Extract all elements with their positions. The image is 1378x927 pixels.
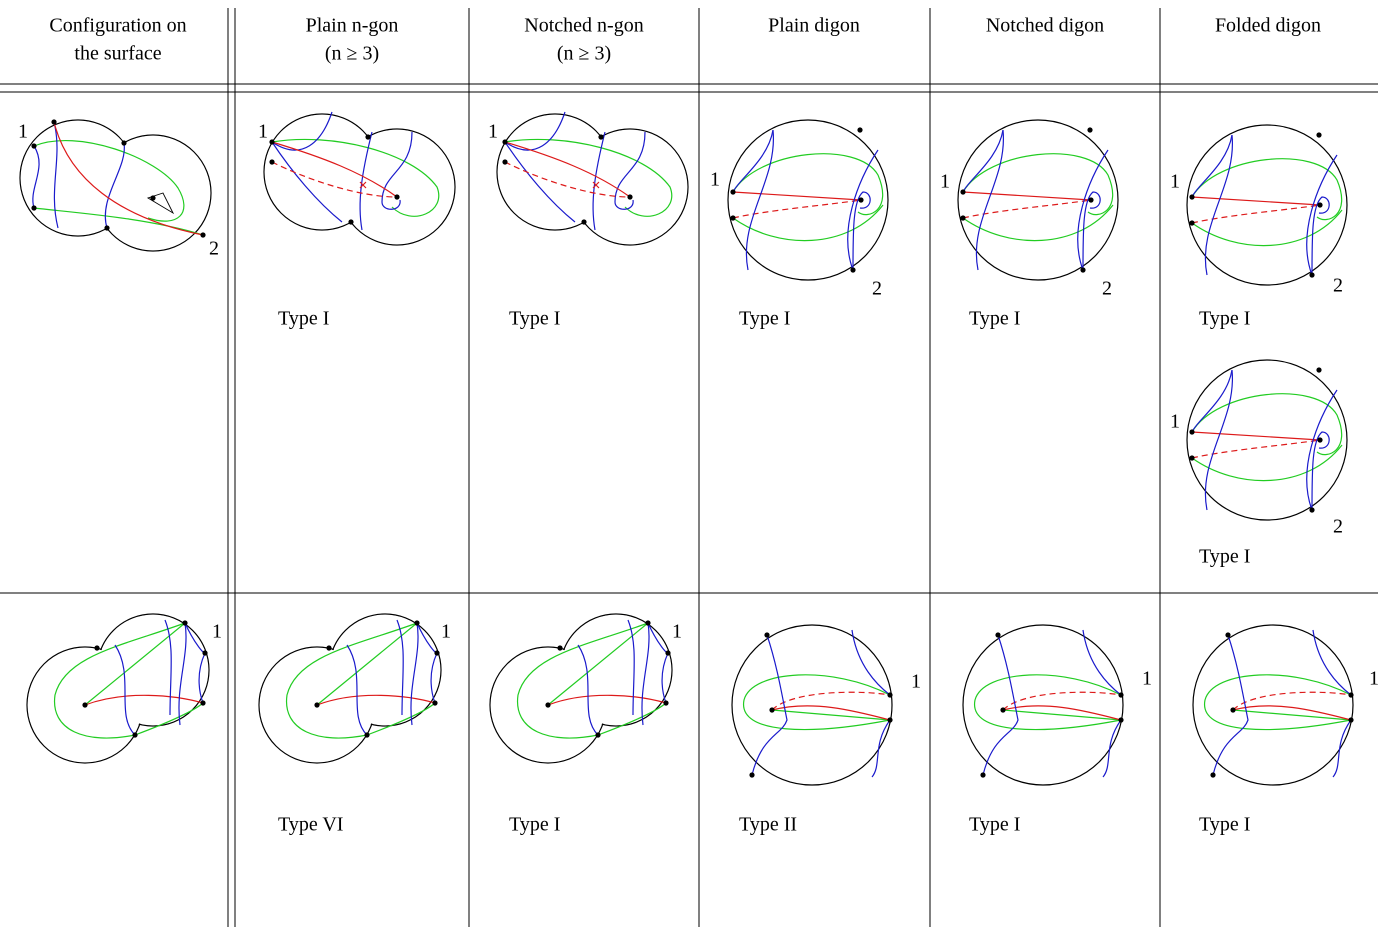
type-label: Type I xyxy=(278,308,329,330)
marker: 1 xyxy=(441,621,451,643)
header: Notched digon xyxy=(986,15,1104,37)
marker: 1 xyxy=(1369,668,1378,690)
marker: 1 xyxy=(488,121,498,143)
digon-diagram xyxy=(1186,124,1348,286)
type-label: Type I xyxy=(969,308,1020,330)
digon-diagram xyxy=(1186,359,1348,521)
type-label: Type I xyxy=(969,814,1020,836)
marker: 1 xyxy=(1142,668,1152,690)
marker: 1 xyxy=(911,671,921,693)
type-label: Type I xyxy=(1199,814,1250,836)
marker: 1 xyxy=(940,171,950,193)
header: (n ≥ 3) xyxy=(557,43,611,65)
surface-diagram xyxy=(489,613,673,764)
type-label: Type I xyxy=(509,308,560,330)
marker: 1 xyxy=(18,121,28,143)
type-label: Type VI xyxy=(278,814,343,836)
header: Plain n-gon xyxy=(306,15,399,37)
surface-diagram xyxy=(258,613,442,764)
header: Plain digon xyxy=(768,15,860,37)
digon-diagram xyxy=(731,624,894,786)
surface-diagram xyxy=(496,111,689,246)
marker: 1 xyxy=(672,621,682,643)
header: Notched n-gon xyxy=(524,15,643,37)
surface-diagram xyxy=(19,118,212,252)
header: the surface xyxy=(74,43,161,65)
digon-diagram xyxy=(1192,624,1355,786)
marker: 1 xyxy=(212,621,222,643)
type-label: Type I xyxy=(739,308,790,330)
digon-diagram xyxy=(957,119,1119,281)
type-label: Type I xyxy=(1199,308,1250,330)
marker: 1 xyxy=(258,121,268,143)
marker: 2 xyxy=(1333,275,1343,297)
marker: 1 xyxy=(1170,171,1180,193)
marker: 2 xyxy=(1333,516,1343,538)
marker: 2 xyxy=(872,278,882,300)
marker: 1 xyxy=(710,169,720,191)
marker: 2 xyxy=(1102,278,1112,300)
marker: 1 xyxy=(1170,411,1180,433)
type-label: Type I xyxy=(509,814,560,836)
surface-diagram xyxy=(263,111,456,246)
digon-diagram xyxy=(962,624,1125,786)
header: (n ≥ 3) xyxy=(325,43,379,65)
type-label: Type II xyxy=(739,814,797,836)
header: Configuration on xyxy=(49,15,186,37)
surface-diagram xyxy=(26,613,210,764)
marker: 2 xyxy=(209,238,219,260)
header: Folded digon xyxy=(1215,15,1321,37)
type-label: Type I xyxy=(1199,546,1250,568)
header-row: Configuration on the surface Plain n-gon… xyxy=(49,15,1321,65)
digon-diagram xyxy=(727,119,889,281)
